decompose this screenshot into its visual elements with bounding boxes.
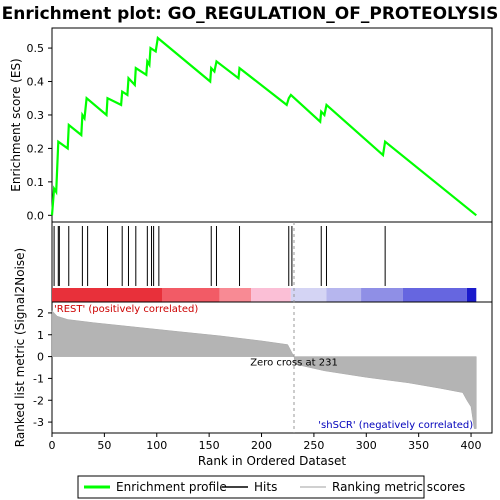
- legend: Enrichment profile Hits Ranking metric sco…: [84, 480, 465, 494]
- positive-correlation-label: 'REST' (positively correlated): [54, 304, 198, 315]
- color-bar-segment: [251, 288, 291, 302]
- color-bar-segment: [326, 288, 362, 302]
- x-tick-label: 250: [303, 439, 324, 452]
- x-tick-label: 200: [251, 439, 272, 452]
- color-bar-segment: [52, 288, 162, 302]
- negative-correlation-label: 'shSCR' (negatively correlated): [318, 420, 473, 431]
- es-y-ticks: 0.0 0.1 0.2 0.3 0.4 0.5: [27, 42, 52, 222]
- ranking-y-tick-label: -1: [33, 372, 44, 385]
- legend-label: Enrichment profile: [116, 480, 227, 494]
- ranking-y-tick-label: -3: [33, 416, 44, 429]
- es-y-tick-label: 0.3: [27, 109, 45, 122]
- ranking-y-tick-label: 2: [37, 307, 44, 320]
- ranking-y-tick-label: 1: [37, 329, 44, 342]
- color-bar-segment: [466, 288, 477, 302]
- color-bar-segment: [290, 288, 327, 302]
- ranking-metric-area: [51, 310, 477, 429]
- chart-title: Enrichment plot: GO_REGULATION_OF_PROTEO…: [2, 4, 499, 24]
- x-tick-label: 300: [356, 439, 377, 452]
- x-tick-label: 150: [199, 439, 220, 452]
- x-tick-label: 0: [49, 439, 56, 452]
- ranking-y-axis-label: Ranked list metric (Signal2Noise): [13, 248, 27, 447]
- color-bar-segment: [361, 288, 403, 302]
- x-tick-label: 400: [461, 439, 482, 452]
- legend-box: [77, 475, 425, 499]
- ranking-y-ticks: 2 1 0 -1 -2 -3: [33, 307, 52, 429]
- es-y-tick-label: 0.4: [27, 76, 45, 89]
- enrichment-profile-line: [50, 35, 477, 217]
- ranking-panel-frame: [51, 301, 493, 434]
- x-axis-label: Rank in Ordered Dataset: [198, 454, 346, 468]
- ranking-y-tick-label: -2: [33, 394, 44, 407]
- hits-marks: [53, 226, 386, 286]
- es-y-tick-label: 0.5: [27, 42, 45, 55]
- color-bar-segment: [162, 288, 220, 302]
- color-bar-segment: [219, 288, 252, 302]
- x-tick-label: 350: [408, 439, 429, 452]
- ranking-y-tick-label: 0: [37, 351, 44, 364]
- legend-label: Ranking metric scores: [332, 480, 465, 494]
- x-axis-ticks: 0 50 100 150 200 250 300 350 400: [49, 433, 482, 452]
- color-bar-segment: [402, 288, 467, 302]
- legend-label: Hits: [254, 480, 277, 494]
- ranking-color-bar: [52, 288, 477, 302]
- es-y-axis-label: Enrichment score (ES): [9, 58, 23, 191]
- es-y-tick-label: 0.1: [27, 176, 45, 189]
- es-y-tick-label: 0.2: [27, 142, 45, 155]
- es-y-tick-label: 0.0: [27, 209, 45, 222]
- x-tick-label: 100: [146, 439, 167, 452]
- x-tick-label: 50: [97, 439, 111, 452]
- zero-cross-label: Zero cross at 231: [250, 357, 338, 368]
